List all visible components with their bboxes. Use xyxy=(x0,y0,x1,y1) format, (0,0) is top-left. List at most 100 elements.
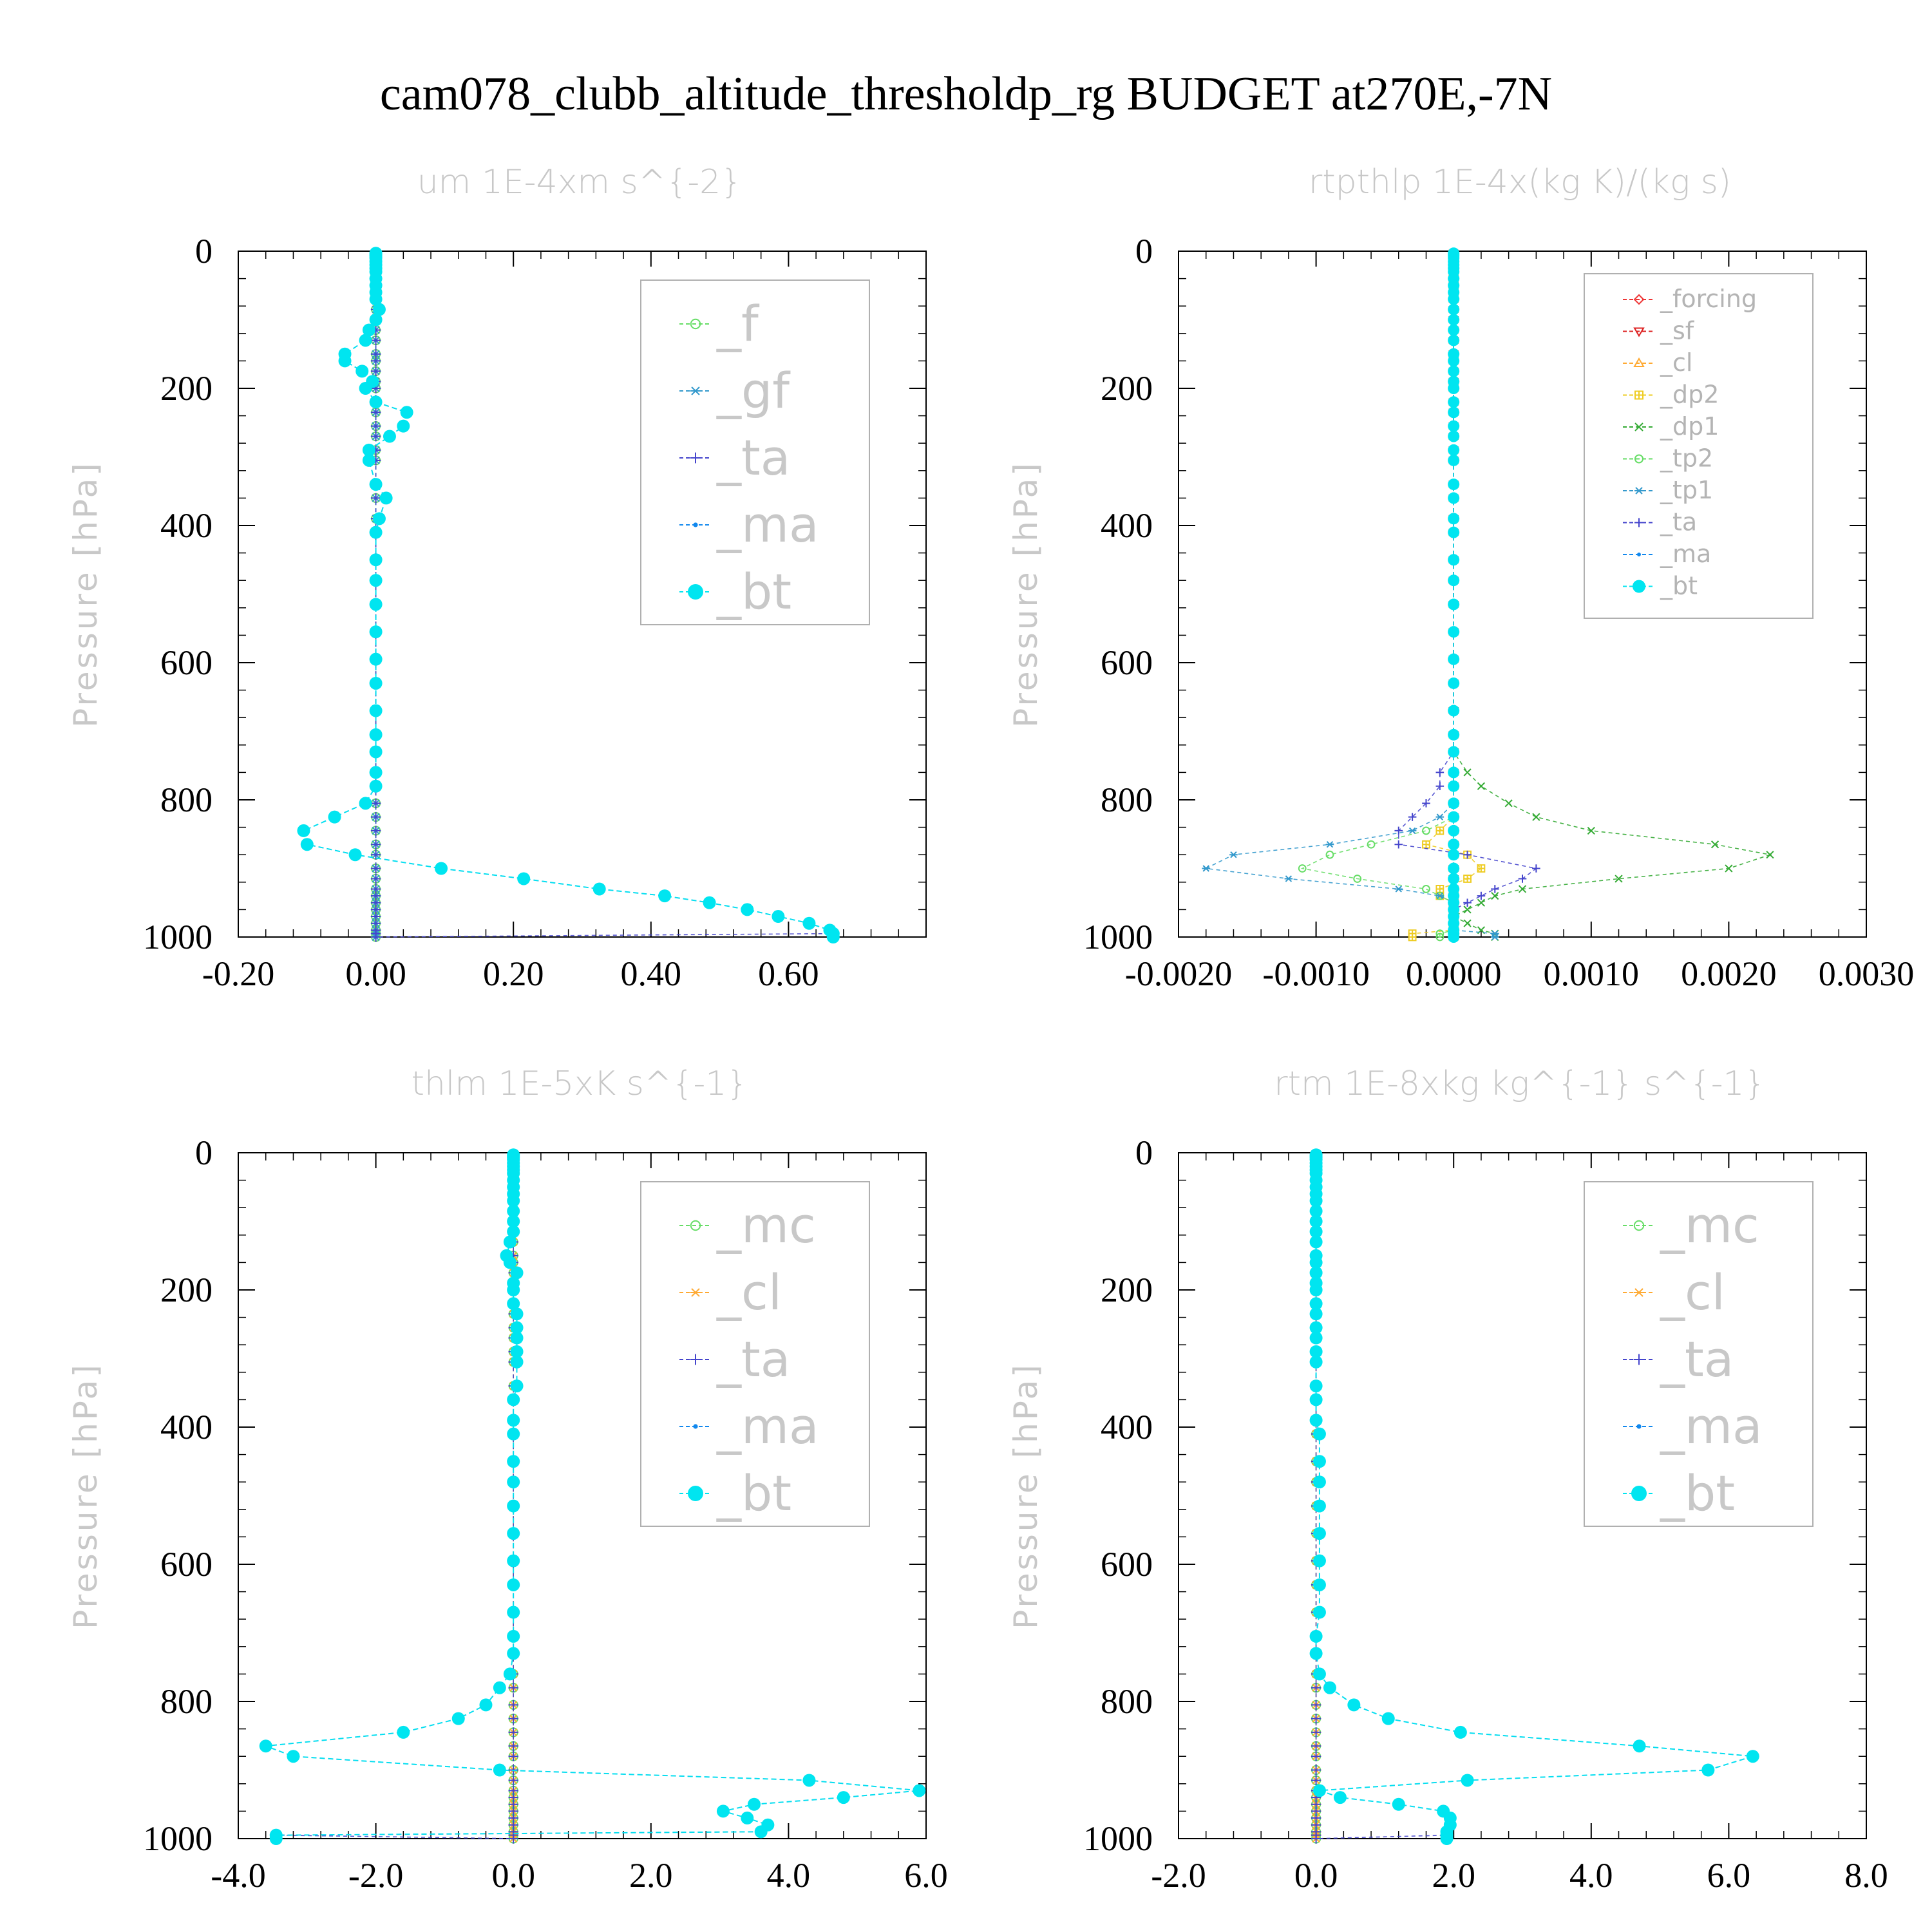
star-point xyxy=(1284,875,1293,882)
bt-point xyxy=(1312,1578,1326,1591)
bt-point xyxy=(1448,705,1460,717)
bt-point xyxy=(503,1256,516,1269)
legend: _f _gf _ta _ma _bt xyxy=(640,279,870,625)
ta-point xyxy=(1311,1683,1321,1693)
ta-point xyxy=(508,1833,518,1844)
legend-label: _cl xyxy=(1660,348,1692,377)
bt-point xyxy=(507,1225,520,1238)
legend-label: _bt xyxy=(1660,1464,1735,1522)
y-tick-label: 600 xyxy=(160,643,213,682)
x-point xyxy=(1518,885,1527,893)
bt-point xyxy=(1381,1712,1395,1725)
bt-point xyxy=(1309,1629,1323,1643)
bt-point xyxy=(1448,849,1460,861)
legend-item-ma: _ma xyxy=(679,1397,819,1455)
bt-point xyxy=(510,1379,524,1393)
ta-point xyxy=(1394,826,1403,835)
bt-point xyxy=(1701,1763,1715,1777)
y-tick-label: 200 xyxy=(160,369,213,408)
ta-point xyxy=(370,421,381,431)
legend-item-sf: _sf xyxy=(1623,317,1695,345)
ta-point xyxy=(1422,799,1430,808)
bt-point xyxy=(1312,1554,1326,1567)
panel-title: rtpthlp 1E-4x(kg K)/(kg s) xyxy=(1309,163,1731,202)
series-ta xyxy=(1394,249,1540,942)
ta-point xyxy=(1435,782,1444,790)
bt-point xyxy=(1448,598,1460,611)
y-tick-label: 800 xyxy=(1101,1682,1153,1721)
legend-box xyxy=(640,279,870,625)
y-axis-label: Pressure [hPa] xyxy=(67,460,104,728)
bt-point xyxy=(1448,303,1460,316)
ta-point xyxy=(508,1713,518,1724)
legend: _mc _cl _ta _ma _bt xyxy=(1584,1181,1814,1527)
legend-item-tp1: _tp1 xyxy=(1623,476,1713,504)
square-point xyxy=(1477,864,1486,873)
legend-item-dp1: _dp1 xyxy=(1623,412,1719,440)
bt-point xyxy=(369,704,383,717)
panel-title: thlm 1E-5xK s^{-1} xyxy=(412,1065,748,1103)
y-tick-label: 400 xyxy=(160,1408,213,1446)
series-bt xyxy=(1448,247,1460,943)
circle-point xyxy=(1298,864,1307,873)
bt-point xyxy=(269,1832,283,1845)
bt-point xyxy=(369,313,383,327)
triangle-up-point xyxy=(1633,357,1645,367)
legend-item-ma: _ma xyxy=(1623,1397,1763,1455)
y-tick-label: 800 xyxy=(160,781,213,819)
bt-point xyxy=(1309,1297,1323,1311)
bt-point xyxy=(379,491,393,505)
bt-point xyxy=(1461,1774,1474,1787)
star-point xyxy=(1435,813,1444,820)
legend-label: _f xyxy=(716,295,760,352)
bt-point xyxy=(397,419,410,433)
bt-point xyxy=(1454,1725,1467,1739)
legend-label: _dp1 xyxy=(1660,412,1719,440)
ta-point xyxy=(1311,1741,1321,1751)
chart-panel-4: rtm 1E-8xkg kg^{-1} s^{-1} Pressure [hPa]… xyxy=(1007,1065,1888,1895)
bt-point xyxy=(1448,526,1460,538)
legend-item-cl: _cl xyxy=(1623,1264,1725,1321)
bt-point xyxy=(507,1554,520,1567)
bt-point xyxy=(259,1739,272,1753)
bt-point xyxy=(397,1725,410,1739)
bt-point xyxy=(741,1812,754,1825)
legend-label: _mc xyxy=(716,1197,816,1254)
bt-point xyxy=(1448,334,1460,346)
bt-point xyxy=(837,1791,850,1804)
legend-label: _ma xyxy=(716,496,819,553)
bt-point xyxy=(507,1194,520,1208)
bt-point xyxy=(507,1204,520,1218)
bt-point xyxy=(1309,1321,1323,1334)
bt-point xyxy=(688,1486,703,1501)
ta-point xyxy=(1435,768,1444,777)
y-tick-label: 1000 xyxy=(143,1819,213,1858)
legend-item-gf: _gf xyxy=(679,362,791,419)
ta-point xyxy=(690,452,701,464)
bt-point xyxy=(493,1681,506,1694)
y-axis-label: Pressure [hPa] xyxy=(67,1362,104,1629)
y-tick-label: 0 xyxy=(195,1133,213,1172)
legend-label: _ma xyxy=(716,1397,819,1455)
bt-point xyxy=(1309,1414,1323,1427)
x-point xyxy=(1710,840,1719,849)
ma-point xyxy=(1636,1424,1642,1429)
plot-frame xyxy=(238,1152,927,1839)
plot-frame xyxy=(1178,251,1867,938)
ta-point xyxy=(1311,1751,1321,1761)
bt-point xyxy=(1309,1204,1323,1218)
bt-point xyxy=(372,303,386,316)
legend-item-bt: _bt xyxy=(679,1464,791,1522)
bt-point xyxy=(1333,1791,1347,1804)
x-tick-label: 0.0 xyxy=(491,1856,535,1895)
bt-point xyxy=(359,382,372,395)
bt-point xyxy=(1440,1832,1454,1845)
bt-point xyxy=(1312,1784,1326,1797)
circle-point xyxy=(1633,1220,1645,1231)
series-dp1 xyxy=(1450,249,1774,942)
ta-point xyxy=(508,1700,518,1710)
y-tick-label: 0 xyxy=(1135,1133,1153,1172)
star-point xyxy=(1229,851,1238,858)
series-bt xyxy=(297,247,840,943)
circle-point xyxy=(690,318,701,330)
